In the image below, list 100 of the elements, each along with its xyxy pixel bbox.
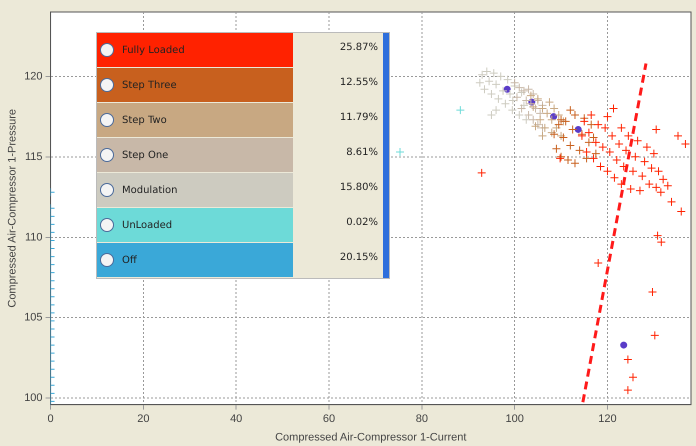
point bbox=[584, 138, 594, 147]
annotation: 20.15% bbox=[338, 251, 379, 265]
point bbox=[633, 136, 642, 146]
text: Step Three bbox=[122, 80, 177, 90]
point bbox=[586, 110, 596, 120]
point bbox=[626, 184, 636, 194]
point bbox=[519, 100, 528, 110]
x-tick-label: 40 bbox=[230, 413, 242, 426]
point bbox=[623, 355, 632, 364]
point bbox=[574, 126, 582, 133]
point bbox=[522, 115, 531, 124]
point bbox=[575, 146, 584, 155]
point bbox=[594, 258, 603, 268]
point bbox=[492, 80, 501, 89]
point bbox=[591, 138, 600, 147]
point bbox=[477, 168, 486, 178]
point bbox=[550, 130, 559, 139]
point bbox=[644, 180, 654, 189]
point bbox=[623, 386, 632, 395]
point bbox=[624, 131, 633, 140]
point bbox=[650, 330, 660, 340]
point bbox=[486, 90, 496, 99]
point bbox=[494, 94, 503, 104]
point bbox=[528, 102, 538, 112]
point bbox=[628, 166, 638, 176]
point bbox=[628, 372, 638, 382]
point bbox=[503, 75, 512, 84]
point bbox=[640, 157, 650, 166]
point bbox=[591, 149, 600, 158]
point bbox=[568, 124, 578, 134]
y-tick-label: 115 bbox=[25, 150, 43, 163]
point bbox=[608, 104, 618, 114]
point bbox=[564, 156, 573, 165]
point bbox=[552, 144, 561, 154]
point bbox=[566, 141, 575, 150]
point bbox=[602, 112, 612, 122]
y-tick-label: 120 bbox=[24, 70, 43, 82]
point bbox=[596, 162, 605, 171]
annotation: 8.61% bbox=[345, 146, 379, 160]
point bbox=[517, 104, 526, 114]
point bbox=[600, 123, 610, 132]
point bbox=[605, 147, 614, 156]
point bbox=[456, 106, 465, 115]
x-tick-label: 80 bbox=[416, 413, 428, 426]
point bbox=[489, 68, 498, 78]
point bbox=[396, 147, 405, 156]
text: Step Two bbox=[122, 114, 167, 126]
point bbox=[649, 149, 658, 158]
annotation: 12.55% bbox=[338, 76, 379, 90]
y-tick-label: 105 bbox=[24, 312, 43, 324]
text: Step One bbox=[122, 150, 168, 160]
point bbox=[508, 106, 517, 115]
text: Off bbox=[122, 254, 137, 266]
point bbox=[635, 186, 644, 196]
point bbox=[594, 120, 603, 130]
point bbox=[589, 154, 598, 163]
y-tick-label: 100 bbox=[24, 392, 43, 404]
point bbox=[676, 207, 686, 216]
point bbox=[500, 99, 510, 108]
point bbox=[582, 154, 592, 163]
x-tick-label: 120 bbox=[598, 413, 617, 426]
point bbox=[498, 86, 508, 96]
point bbox=[486, 110, 496, 120]
point bbox=[648, 287, 657, 296]
point bbox=[514, 110, 524, 120]
point bbox=[642, 142, 652, 152]
point bbox=[538, 131, 547, 140]
point bbox=[654, 166, 664, 176]
point bbox=[652, 124, 661, 134]
point bbox=[482, 67, 492, 76]
point bbox=[622, 146, 631, 155]
annotation: 11.79% bbox=[338, 111, 379, 125]
point bbox=[608, 131, 617, 140]
point bbox=[616, 180, 626, 189]
point bbox=[667, 197, 676, 206]
point bbox=[512, 92, 522, 102]
point bbox=[496, 72, 506, 81]
point bbox=[638, 172, 647, 181]
x-tick-label: 100 bbox=[505, 413, 524, 426]
point bbox=[552, 123, 561, 132]
point bbox=[589, 133, 598, 142]
x-tick-label: 0 bbox=[47, 413, 54, 426]
text: Modulation bbox=[122, 184, 178, 196]
x-tick-label: 60 bbox=[322, 413, 336, 426]
point bbox=[570, 158, 580, 168]
point bbox=[620, 342, 628, 349]
point bbox=[554, 120, 564, 130]
y-axis-title: Compressed Air-Compressor 1-Pressure bbox=[6, 108, 19, 308]
point bbox=[598, 142, 608, 152]
point bbox=[586, 120, 596, 130]
point bbox=[580, 116, 589, 126]
annotation: 25.87% bbox=[338, 41, 379, 55]
point bbox=[584, 128, 594, 138]
point bbox=[478, 70, 487, 80]
point bbox=[612, 156, 622, 165]
point bbox=[602, 166, 612, 176]
point bbox=[619, 162, 628, 171]
y-tick-label: 110 bbox=[25, 231, 43, 244]
x-axis-title: Compressed Air-Compressor 1-Current bbox=[275, 431, 466, 444]
point bbox=[484, 76, 494, 86]
